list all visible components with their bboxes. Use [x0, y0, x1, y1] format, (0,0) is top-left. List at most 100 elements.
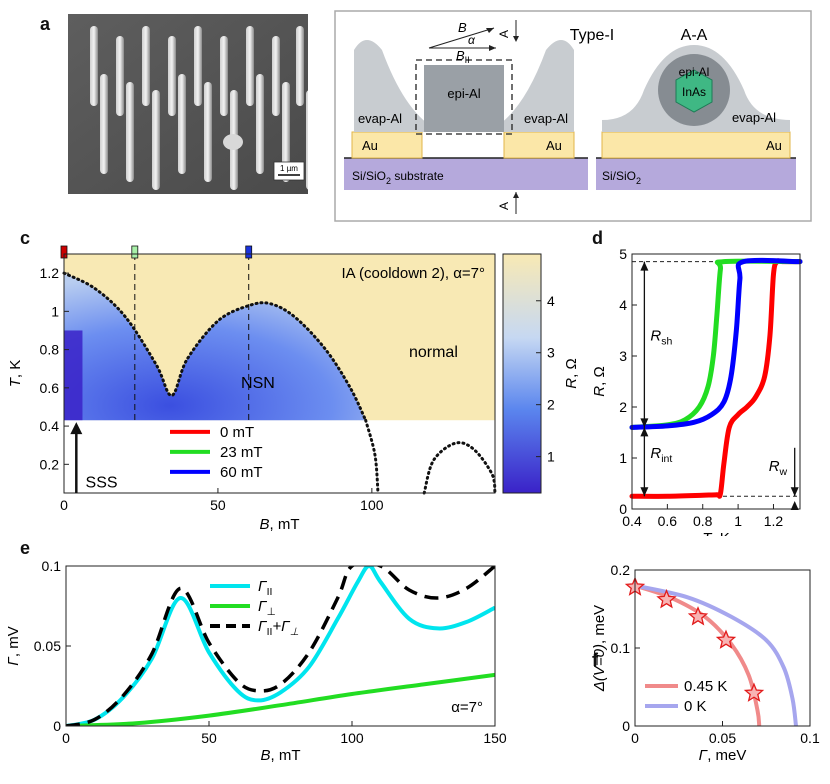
nanowire [168, 36, 176, 116]
field-marker-tag [131, 245, 139, 259]
colorbar-tick-label: 1 [547, 449, 555, 465]
e-legend-label: Γ⊥ [258, 598, 276, 618]
nanowire [116, 36, 124, 116]
nanowire [204, 82, 212, 182]
series-gamma-sum [66, 566, 495, 726]
y-tick-label: 1 [619, 450, 627, 466]
section-title: A-A [681, 27, 708, 44]
epi-al-block [424, 65, 504, 132]
au-left-label: Au [362, 138, 378, 153]
au-section [601, 131, 791, 159]
rsh-label: Rsh [650, 328, 672, 348]
y-tick-label: 0 [622, 718, 630, 734]
y-tick-label: 0.2 [40, 456, 60, 472]
rw-arrow-head-top [790, 487, 799, 497]
b-label: B [458, 20, 467, 35]
e-y-axis-label: Γ, mV [5, 626, 22, 665]
field-b-arrow [428, 27, 495, 49]
y-tick-label: 1.2 [40, 265, 60, 281]
x-tick-label: 50 [210, 497, 226, 513]
section-marker-bottom: A [497, 202, 511, 210]
bpar-label: BII [456, 48, 470, 65]
y-tick-label: 0.4 [40, 418, 60, 434]
y-tick-label: 1 [51, 303, 59, 319]
sem-particle [223, 134, 243, 150]
nsn-label: NSN [241, 375, 275, 392]
y-tick-label: 0.1 [42, 558, 62, 574]
x-tick-label: 0.05 [709, 730, 736, 746]
plot-frame [631, 253, 801, 510]
f-y-axis-label: Δ(V=0), meV [591, 605, 608, 692]
field-marker-tag [245, 245, 253, 259]
au-section-label: Au [766, 138, 782, 153]
c-legend-label: 60 mT [220, 464, 263, 481]
e-x-axis-label: B, mT [260, 747, 300, 764]
nanowire [306, 90, 308, 190]
alpha-label: α [468, 33, 476, 47]
f-x-axis-label: Γ, meV [699, 747, 747, 764]
chart-e: 0 50 100 150 0 0.05 0.1 Γ, mV B, mT α=7° ΓIIΓ⊥ΓII+… [5, 558, 507, 764]
e-legend-label: ΓII+Γ⊥ [258, 618, 299, 638]
au-right-label: Au [546, 138, 562, 153]
series-gamma-perp [66, 672, 495, 726]
substrate-right [596, 158, 796, 190]
x-tick-label: 100 [360, 497, 384, 513]
sem-image: 1 µm [68, 14, 308, 194]
colorbar-tick-label: 2 [547, 397, 555, 413]
evap-al-left-label: evap-Al [358, 111, 402, 126]
y-tick-label: 4 [619, 297, 627, 313]
rw-arrow-head-bottom [790, 501, 799, 510]
section-marker-top: A [497, 30, 511, 38]
nanowire [220, 36, 228, 116]
panel-label-f: f [592, 650, 598, 670]
evap-al-right-label: evap-Al [524, 111, 568, 126]
inas-core [675, 69, 713, 113]
y-tick-label: 0.05 [34, 638, 61, 654]
series-0-K [634, 583, 798, 727]
phase-boundary [62, 271, 368, 422]
evap-al-section-label: evap-Al [732, 110, 776, 125]
x-tick-label: 0 [631, 730, 639, 746]
c-legend-label: 0 mT [220, 424, 254, 441]
chart-d: 0.4 0.6 0.8 1 1.2 0 1 2 3 4 5 R, Ω T, K Rsh Rint Rw [591, 246, 803, 536]
x-tick-label: 0 [60, 497, 68, 513]
f-legend-label: 0 K [684, 698, 707, 715]
y-tick-label: 0.2 [611, 562, 631, 578]
plot-frame [63, 253, 496, 494]
dashed-outline [415, 59, 513, 135]
nanowire [100, 74, 108, 174]
nanowire [256, 74, 264, 174]
panel-label-c: c [20, 228, 31, 248]
nanowire [194, 26, 202, 106]
x-tick-label: 0 [62, 730, 70, 746]
x-tick-label: 1.2 [764, 513, 784, 529]
epi-al-label: epi-Al [447, 86, 480, 101]
c-x-axis-label: B, mT [259, 516, 299, 533]
nanowire [272, 36, 280, 116]
nanowire [246, 26, 254, 106]
nanowire [282, 82, 290, 182]
evap-al-left [354, 40, 434, 132]
y-tick-label: 0.6 [40, 380, 60, 396]
x-tick-label: 0.6 [658, 513, 678, 529]
rint-label: Rint [650, 445, 672, 465]
nsn-region [64, 273, 366, 421]
panel-label-e: e [20, 538, 31, 558]
x-tick-label: 0.4 [622, 513, 642, 529]
nanowire [126, 82, 134, 182]
x-tick-label: 0.8 [693, 513, 713, 529]
nanowire [142, 26, 150, 106]
panel-label-d: d [592, 228, 603, 248]
colorbar [502, 253, 542, 494]
nanowire [178, 74, 186, 174]
substrate-label: Si/SiO2 substrate [352, 169, 444, 186]
x-tick-label: 0.1 [800, 730, 820, 746]
nanowire [296, 26, 304, 106]
chart-c: 0 50 100 0.2 0.4 0.6 0.8 1 1.2 T, K B, mT IA (coold… [7, 245, 580, 533]
panel-label-a: a [40, 14, 51, 34]
c-annotation: IA (cooldown 2), α=7° [342, 265, 486, 282]
colorbar-label: R, Ω [563, 358, 580, 388]
data-star [743, 682, 765, 702]
e-legend-label: ΓII [258, 578, 272, 598]
x-tick-label: 50 [201, 730, 217, 746]
